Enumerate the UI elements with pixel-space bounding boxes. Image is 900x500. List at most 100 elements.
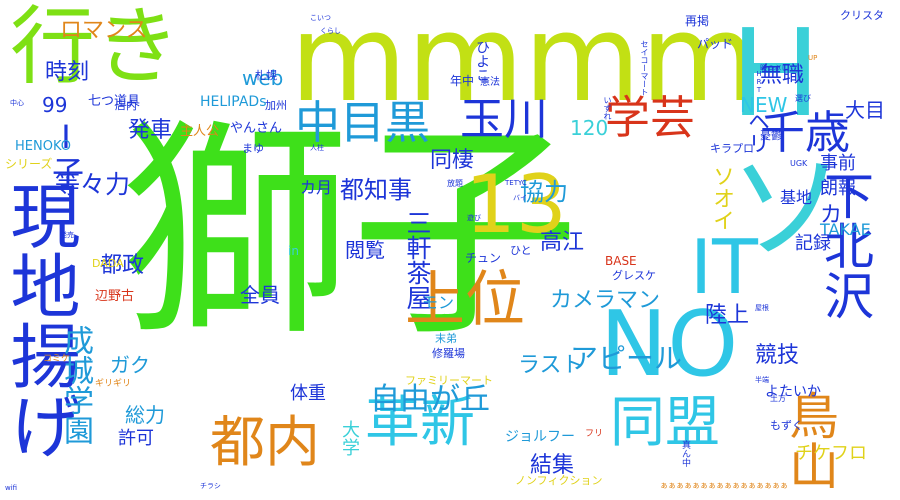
word-chikefuro: チケフロ <box>795 443 867 464</box>
word-tamagawa: 玉川 <box>460 94 548 145</box>
word-in: in <box>288 244 299 258</box>
word-asobi: 遊び <box>467 214 481 222</box>
word-henoko-kanji: 辺野古 <box>95 289 135 304</box>
word-h-so: Hソ <box>706 5 845 264</box>
word-base: BASE <box>605 254 637 268</box>
word-todoroki: 等々力 <box>55 170 131 199</box>
word-iki: 行き <box>10 0 181 97</box>
word-yane: 屋根 <box>755 304 769 312</box>
word-etsuran: 閲覧 <box>345 238 385 262</box>
word-henoko: HENOKO <box>15 139 71 154</box>
word-no: NO <box>600 292 739 397</box>
word-up: UP <box>808 54 818 62</box>
word-sapporo: 札幌 <box>255 69 277 82</box>
word-tosei: 都政 <box>100 253 145 278</box>
word-erabi: 選び <box>795 94 811 103</box>
word-hrt: HRT <box>755 70 763 94</box>
word-kichi: 基地 <box>780 188 813 207</box>
word-familymart: ファミリーマート <box>405 374 493 387</box>
word-seicomart: セイコーマート <box>640 40 649 96</box>
word-chirashi: チラシ <box>200 482 221 490</box>
word-kyougi: 競技 <box>755 343 800 368</box>
word-furi: フリ <box>585 429 604 439</box>
word-hijikata: 土方 <box>770 394 786 403</box>
word-tochiji: 都知事 <box>340 176 412 204</box>
word-hiyoko: ひよこ <box>474 40 490 82</box>
word-tonai: 都内 <box>210 410 321 474</box>
word-aaaa: ぁぁぁぁぁぁぁぁぁぁぁぁぁぁぁぁ <box>660 481 788 490</box>
word-kashuu: 加州 <box>265 99 287 112</box>
word-mattei: 末弟 <box>435 332 457 345</box>
word-gakugei: 学芸 <box>605 91 696 144</box>
word-kyoka: 許可 <box>118 428 154 449</box>
word-saikei: 再掲 <box>685 14 710 28</box>
word-ugk: UGK <box>790 159 808 168</box>
word-souryoku: 総力 <box>125 403 165 427</box>
word-dada: DADA <box>92 257 124 270</box>
word-nenjuu: 年中 <box>450 74 475 88</box>
word-jiyugaoka: 自由が丘 <box>370 382 490 417</box>
word-hatsubai: 発売 <box>60 231 74 239</box>
word-13: 13 <box>465 158 567 251</box>
word-chuushin: 中心 <box>10 99 24 107</box>
word-takae: TAKAE <box>820 220 871 239</box>
word-sooi: ソオイ <box>709 165 734 231</box>
word-last: ラスト <box>518 353 584 378</box>
word-shishi: 獅子 <box>120 101 581 368</box>
word-hanpa: 半端 <box>755 376 769 384</box>
word-kurisuta: クリスタ <box>840 9 884 22</box>
word-appeal: アピール <box>570 342 683 375</box>
word-kakushin: 革新 <box>365 390 476 454</box>
word-sangenjaya: 三軒茶屋 <box>403 210 432 310</box>
word-doumei: 同盟 <box>610 390 721 454</box>
word-bai: バイ <box>513 194 527 202</box>
word-yotaika: よたいか <box>765 384 821 400</box>
word-yuuutsu: 憂鬱 <box>760 129 782 142</box>
word-nakameguro: 中目黒 <box>295 96 431 149</box>
word-kenpou: 憲法 <box>480 77 500 88</box>
word-rikujou: 陸上 <box>705 303 750 328</box>
word-shimokitazawa: 下北沢 <box>816 170 874 320</box>
word-hitobashira: 人柱 <box>310 144 324 152</box>
word-shujinkou: 主人公 <box>180 124 220 139</box>
word-mayu: まゆ <box>242 142 264 155</box>
word-mmmm: mmmm <box>290 0 758 129</box>
word-genchiage: 現地揚げ <box>0 180 81 460</box>
word-mon: モン <box>422 293 455 312</box>
word-kyouryoku: 協力 <box>520 178 568 206</box>
word-izure: いずれ <box>603 96 612 120</box>
word-jikoku: 時刻 <box>45 60 90 85</box>
word-kagetsu: カ月 <box>300 178 333 197</box>
word-ka: カ <box>820 203 843 228</box>
word-nanatsudougu: 七つ道具 <box>88 94 141 109</box>
word-pad: パッド <box>697 37 734 51</box>
word-takae-kanji: 高江 <box>540 230 585 255</box>
word-120: 120 <box>570 116 609 140</box>
word-hassha: 発車 <box>128 118 173 143</box>
word-new: NEW <box>740 93 788 117</box>
word-rouhou: 朗報 <box>820 178 856 199</box>
word-zenin: 全員 <box>240 283 280 307</box>
word-series: シリーズ <box>5 157 53 171</box>
word-web: web <box>242 66 284 90</box>
word-tetyc: TETYC <box>505 179 527 187</box>
word-nonfiction: ノンフィクション <box>515 474 603 487</box>
word-toriyama: 鳥山 <box>781 390 839 490</box>
word-yansan: やんさん <box>230 121 283 136</box>
word-houdai: 放題 <box>447 179 463 188</box>
word-seijogakuen: 成城学園 <box>58 325 93 445</box>
word-oome: 大目 <box>845 98 885 122</box>
word-kurashi: くらし <box>320 27 341 35</box>
word-daigaku: 大学 <box>339 420 360 456</box>
word-i-ko: I子 <box>47 118 85 188</box>
word-tennai: 店内 <box>115 99 137 112</box>
word-mushoku: 無職 <box>760 63 805 88</box>
word-gaku: ガク <box>110 353 150 377</box>
word-comike: コミケ <box>43 354 71 364</box>
word-taijuu: 体重 <box>290 383 326 404</box>
word-jizen: 事前 <box>820 153 856 174</box>
word-99: 99 <box>42 93 68 117</box>
word-kirapuro: キラプロ <box>710 142 754 155</box>
word-it: IT <box>690 223 758 311</box>
